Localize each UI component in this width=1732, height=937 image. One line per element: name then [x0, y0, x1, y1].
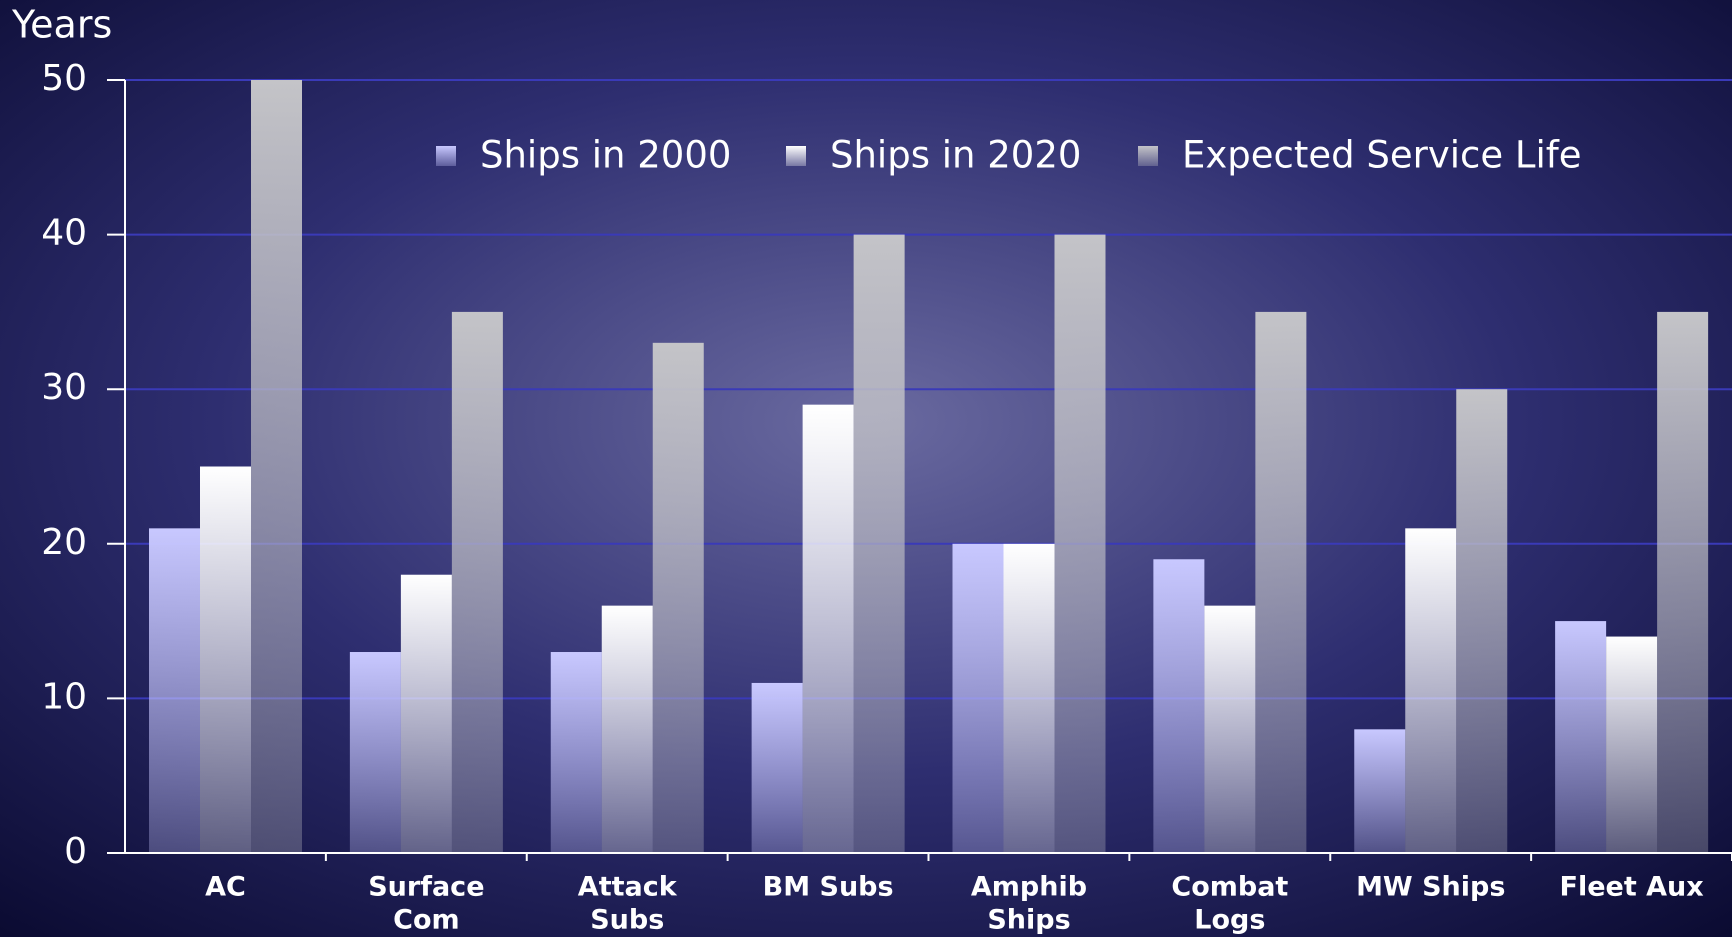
y-tick-label: 10 [41, 676, 87, 717]
bar [550, 652, 602, 853]
bar [1204, 605, 1256, 853]
bar [251, 80, 302, 853]
x-tick-label: Subs [590, 905, 664, 936]
x-tick-label: Combat [1171, 872, 1288, 903]
bar [349, 652, 401, 853]
bar [200, 466, 251, 853]
bar [149, 528, 200, 853]
bar [952, 543, 1004, 853]
legend-swatch [1138, 146, 1158, 166]
bar [1405, 528, 1457, 853]
x-tick-label: Logs [1194, 905, 1265, 936]
bar [1153, 559, 1205, 853]
y-tick-label: 20 [41, 522, 87, 563]
x-tick-label: Com [393, 905, 460, 936]
bar [1657, 311, 1709, 853]
bar [853, 234, 905, 854]
legend-label: Ships in 2000 [480, 134, 731, 177]
legend-label: Expected Service Life [1182, 134, 1582, 177]
bar [1606, 636, 1658, 853]
y-tick-label: 30 [41, 367, 87, 408]
x-tick-label: Surface [368, 872, 484, 903]
bar [751, 682, 803, 853]
legend-swatch [786, 146, 806, 166]
x-tick-label: MW Ships [1356, 872, 1505, 903]
y-axis-label: Years [11, 3, 112, 47]
x-tick-label: Fleet Aux [1560, 872, 1704, 903]
y-tick-label: 40 [41, 213, 87, 254]
bar [802, 404, 854, 853]
bar [601, 605, 653, 853]
x-tick-label: BM Subs [763, 872, 894, 903]
x-tick-label: AC [205, 872, 246, 903]
bar [652, 342, 704, 853]
x-tick-label: Ships [987, 905, 1070, 936]
bar [1555, 621, 1607, 853]
legend-label: Ships in 2020 [830, 134, 1081, 177]
bar [1255, 311, 1307, 853]
x-tick-label: Attack [578, 872, 678, 903]
bar [400, 574, 452, 853]
x-tick-label: Amphib [971, 872, 1087, 903]
bar [1054, 234, 1106, 854]
bar [1354, 729, 1406, 853]
bar [1456, 389, 1508, 853]
bar [451, 311, 503, 853]
legend-swatch [436, 146, 456, 166]
y-tick-label: 50 [41, 58, 87, 99]
bar [1003, 543, 1055, 853]
y-tick-label: 0 [64, 831, 87, 872]
